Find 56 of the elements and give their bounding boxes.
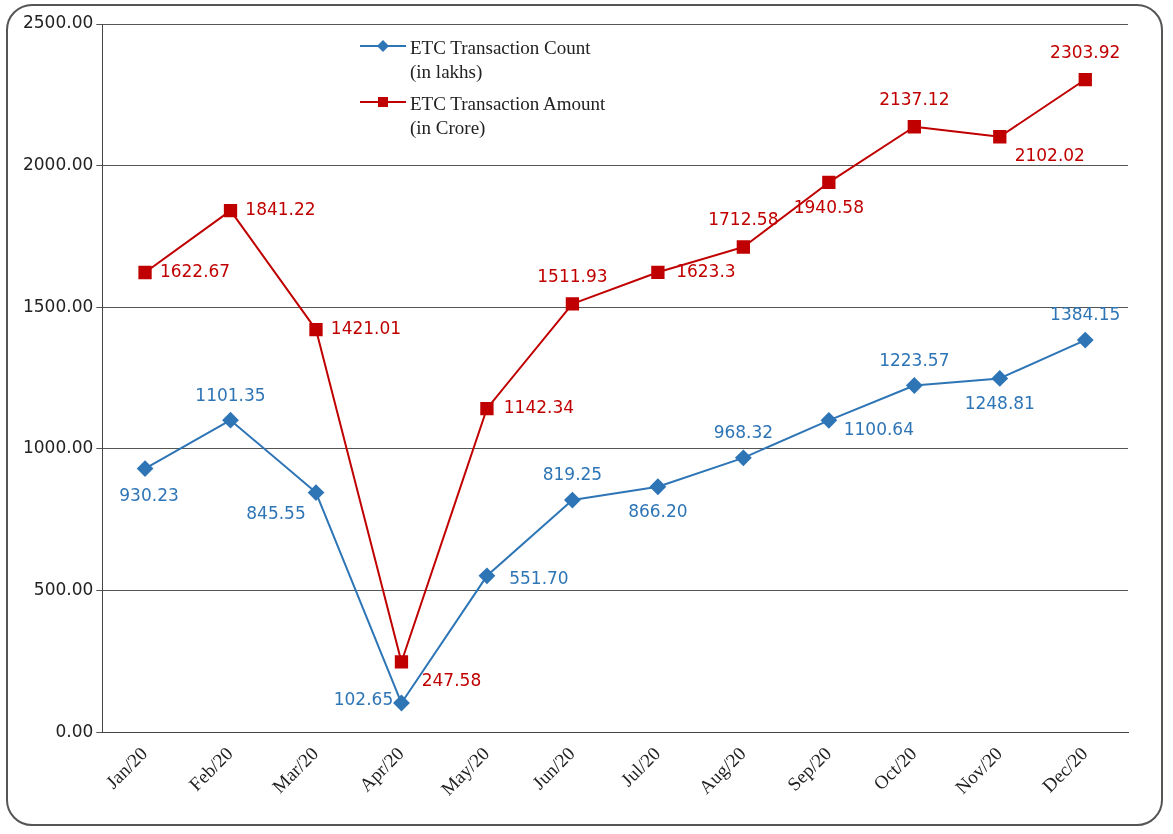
point bbox=[820, 412, 837, 429]
point bbox=[307, 484, 324, 501]
data-label: 930.23 bbox=[119, 485, 179, 506]
point bbox=[480, 401, 494, 416]
y-tick-label: 2000.00 bbox=[22, 154, 94, 175]
data-label: 968.32 bbox=[713, 422, 774, 443]
data-label: 102.65 bbox=[333, 689, 394, 710]
y-tick-label: 0.00 bbox=[55, 720, 94, 741]
point bbox=[394, 655, 409, 669]
point bbox=[649, 478, 666, 495]
data-label: 1421.01 bbox=[330, 318, 402, 339]
data-label: 1841.22 bbox=[245, 199, 316, 220]
data-label: 1940.58 bbox=[793, 196, 864, 217]
point bbox=[906, 377, 923, 394]
data-label: 1142.34 bbox=[503, 396, 575, 417]
y-tick-label: 1500.00 bbox=[22, 295, 94, 316]
data-label: 845.55 bbox=[246, 503, 306, 524]
data-label: 1623.3 bbox=[676, 260, 736, 281]
point bbox=[565, 297, 580, 311]
data-label: 2102.02 bbox=[1014, 145, 1085, 166]
point bbox=[564, 492, 581, 509]
point bbox=[907, 120, 921, 134]
data-label: 2303.92 bbox=[1050, 41, 1121, 62]
data-label: 819.25 bbox=[542, 464, 603, 485]
point bbox=[991, 370, 1008, 387]
data-label: 1384.15 bbox=[1050, 304, 1121, 325]
y-tick-label: 2500.00 bbox=[22, 12, 94, 33]
point bbox=[137, 460, 154, 477]
point bbox=[222, 412, 239, 429]
point bbox=[1077, 332, 1094, 349]
point bbox=[993, 130, 1007, 144]
data-label: 1511.93 bbox=[537, 266, 608, 287]
data-label: 1223.57 bbox=[879, 349, 950, 370]
legend-label: ETC Transaction Amount (in Crore) bbox=[410, 92, 606, 140]
data-label: 1101.35 bbox=[195, 384, 266, 405]
legend-label: ETC Transaction Count (in lakhs) bbox=[410, 36, 591, 84]
point bbox=[309, 322, 323, 337]
point bbox=[393, 695, 410, 712]
point bbox=[138, 265, 152, 280]
data-label: 247.58 bbox=[421, 670, 482, 691]
point bbox=[478, 567, 495, 584]
y-tick-label: 500.00 bbox=[33, 578, 94, 599]
point bbox=[735, 449, 752, 466]
data-label: 866.20 bbox=[628, 501, 688, 522]
point bbox=[1078, 72, 1092, 87]
data-label: 1248.81 bbox=[964, 392, 1035, 413]
point bbox=[822, 175, 836, 190]
point bbox=[651, 265, 665, 279]
point bbox=[223, 203, 238, 218]
point bbox=[736, 240, 751, 254]
data-label: 1712.58 bbox=[708, 209, 779, 230]
data-label: 1100.64 bbox=[843, 418, 914, 439]
data-label: 2137.12 bbox=[879, 89, 950, 110]
y-tick-label: 1000.00 bbox=[22, 437, 94, 458]
data-label: 551.70 bbox=[509, 568, 569, 589]
data-label: 1622.67 bbox=[159, 260, 231, 281]
